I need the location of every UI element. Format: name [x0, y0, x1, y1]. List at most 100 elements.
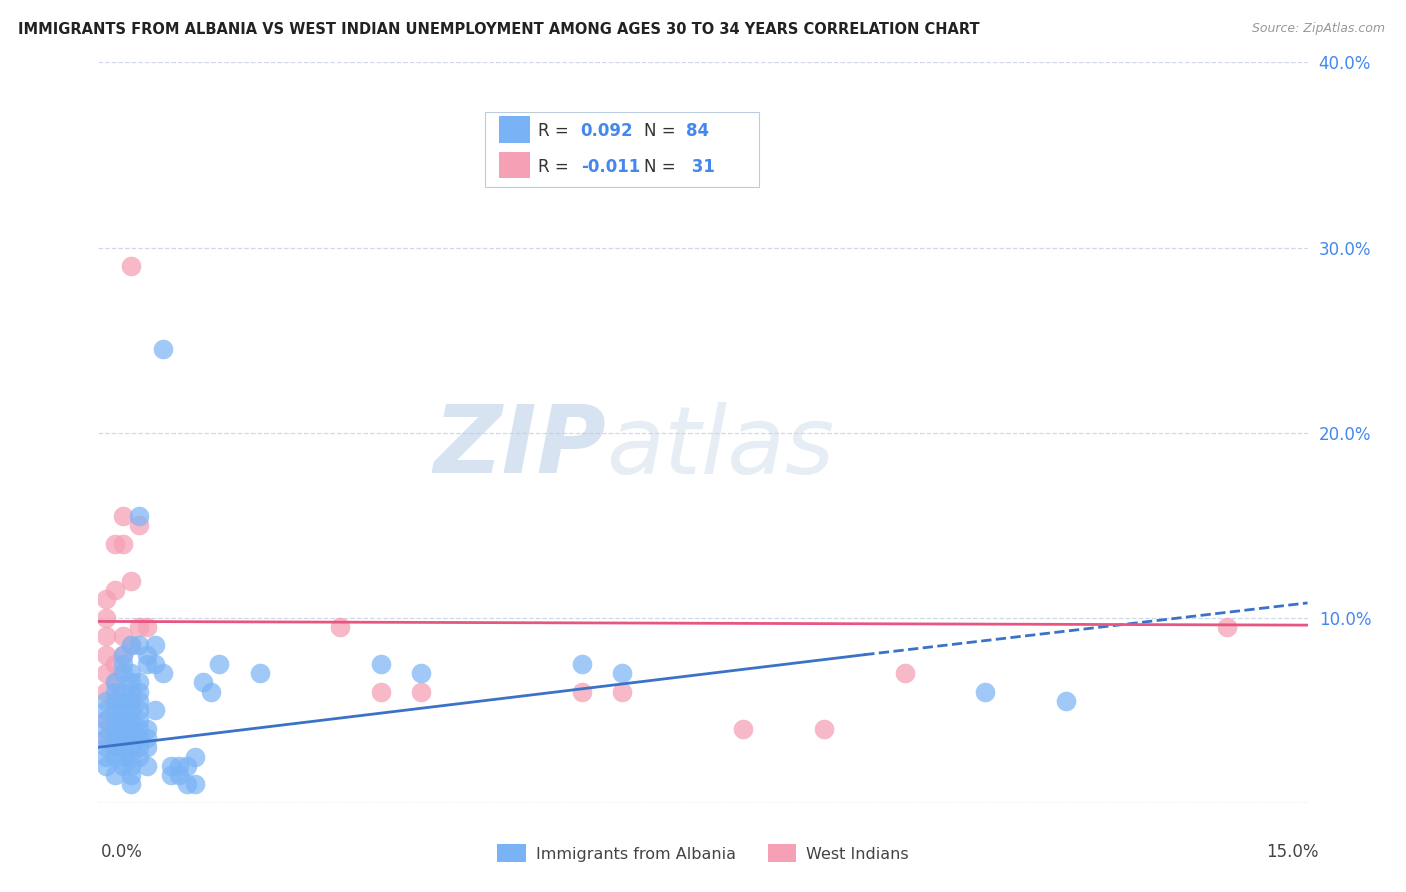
Point: [120, 758, 142, 772]
Text: 15.0%: 15.0%: [1267, 843, 1319, 861]
Point: [120, 777, 142, 791]
Point: [143, 703, 166, 717]
Point: [370, 657, 392, 671]
Point: [135, 740, 157, 755]
Point: [96, 713, 118, 727]
Point: [96, 722, 118, 736]
Point: [160, 768, 183, 782]
Text: N =: N =: [644, 158, 681, 176]
Point: [128, 703, 150, 717]
Point: [120, 703, 142, 717]
Point: [111, 536, 134, 550]
Point: [103, 703, 125, 717]
Point: [120, 675, 142, 690]
Point: [120, 713, 142, 727]
Point: [893, 666, 915, 681]
Point: [111, 666, 134, 681]
Point: [96, 629, 118, 643]
Point: [571, 657, 593, 671]
Point: [974, 685, 997, 699]
Point: [96, 592, 118, 607]
Point: [128, 740, 150, 755]
Point: [103, 685, 125, 699]
Point: [135, 648, 157, 662]
Point: [111, 749, 134, 764]
Point: [409, 685, 432, 699]
Point: [111, 703, 134, 717]
Point: [111, 758, 134, 772]
Point: [103, 657, 125, 671]
Point: [111, 713, 134, 727]
Point: [96, 749, 118, 764]
Point: [733, 722, 755, 736]
Point: [103, 675, 125, 690]
Text: 31: 31: [686, 158, 716, 176]
Point: [167, 768, 190, 782]
Point: [120, 768, 142, 782]
Point: [96, 758, 118, 772]
Point: [111, 648, 134, 662]
Point: [152, 666, 174, 681]
Point: [143, 639, 166, 653]
Point: [103, 694, 125, 708]
Point: [200, 685, 222, 699]
Point: [103, 768, 125, 782]
Text: atlas: atlas: [606, 402, 835, 493]
Point: [1216, 620, 1239, 634]
Point: [111, 722, 134, 736]
Point: [120, 731, 142, 745]
Text: Source: ZipAtlas.com: Source: ZipAtlas.com: [1251, 22, 1385, 36]
Point: [96, 703, 118, 717]
Point: [329, 620, 352, 634]
Text: -0.011: -0.011: [581, 158, 640, 176]
Point: [111, 694, 134, 708]
Point: [111, 685, 134, 699]
Point: [571, 685, 593, 699]
Point: [111, 508, 134, 523]
Point: [135, 731, 157, 745]
Point: [111, 648, 134, 662]
Point: [128, 639, 150, 653]
Point: [96, 731, 118, 745]
Point: [120, 749, 142, 764]
Point: [128, 713, 150, 727]
Point: [96, 666, 118, 681]
Point: [120, 639, 142, 653]
Point: [143, 657, 166, 671]
Point: [120, 722, 142, 736]
Point: [120, 694, 142, 708]
Point: [96, 740, 118, 755]
Point: [103, 749, 125, 764]
Point: [184, 777, 207, 791]
Point: [120, 666, 142, 681]
Point: [111, 629, 134, 643]
Point: [135, 758, 157, 772]
Point: [409, 666, 432, 681]
Point: [135, 722, 157, 736]
Point: [135, 657, 157, 671]
Point: [128, 620, 150, 634]
Text: N =: N =: [644, 122, 681, 140]
Point: [111, 731, 134, 745]
Point: [96, 694, 118, 708]
Text: ZIP: ZIP: [433, 401, 606, 493]
Point: [120, 574, 142, 588]
Point: [120, 740, 142, 755]
Point: [120, 259, 142, 273]
Text: R =: R =: [538, 122, 575, 140]
Point: [193, 675, 215, 690]
Point: [184, 749, 207, 764]
Point: [167, 758, 190, 772]
Point: [103, 713, 125, 727]
Point: [111, 740, 134, 755]
Point: [370, 685, 392, 699]
Point: [103, 675, 125, 690]
Point: [813, 722, 835, 736]
Text: 84: 84: [686, 122, 709, 140]
Point: [96, 713, 118, 727]
Point: [103, 731, 125, 745]
Point: [135, 620, 157, 634]
Text: R =: R =: [538, 158, 575, 176]
Point: [103, 536, 125, 550]
Text: 0.092: 0.092: [581, 122, 633, 140]
